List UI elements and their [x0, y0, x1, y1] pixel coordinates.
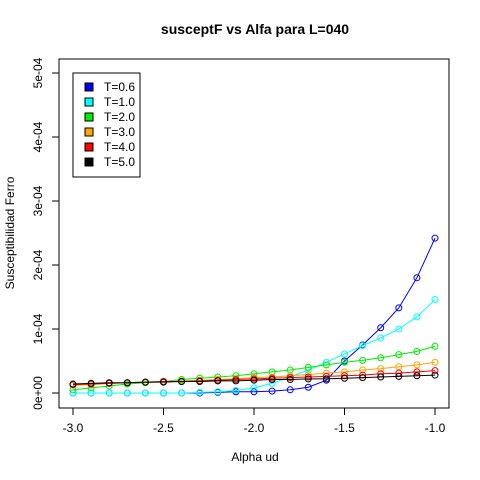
- legend-swatch: [84, 82, 94, 92]
- legend-swatch: [84, 97, 94, 107]
- y-tick-label: 3e-04: [31, 185, 45, 216]
- x-tick-label: -3.0: [63, 421, 84, 435]
- y-tick-label: 0e+00: [31, 376, 45, 410]
- data-point: [214, 388, 222, 396]
- data-point: [160, 378, 167, 386]
- data-point: [359, 374, 367, 382]
- data-point: [178, 377, 186, 385]
- data-point: [413, 347, 421, 355]
- data-point: [304, 373, 312, 381]
- data-point: [377, 373, 385, 381]
- legend-box: [72, 72, 141, 178]
- data-point: [105, 379, 113, 387]
- data-point: [431, 234, 439, 242]
- data-point: [286, 374, 294, 382]
- series-line: [73, 299, 436, 394]
- data-point: [359, 356, 367, 364]
- series-line: [72, 345, 436, 391]
- data-point: [87, 389, 95, 397]
- legend-swatch: [84, 112, 94, 122]
- data-point: [141, 378, 149, 386]
- series-layer: [69, 234, 439, 397]
- legend: T=0.6T=1.0T=2.0T=3.0T=4.0T=5.0: [72, 72, 141, 178]
- data-point: [268, 376, 276, 384]
- legend-swatch: [84, 142, 94, 152]
- legend-label: T=2.0: [104, 110, 135, 124]
- data-point: [431, 342, 439, 350]
- data-point: [214, 377, 222, 385]
- data-point: [341, 358, 348, 366]
- series-line: [73, 237, 436, 394]
- data-point: [105, 389, 113, 397]
- data-point: [160, 389, 167, 397]
- legend-label: T=0.6: [104, 80, 135, 94]
- data-point: [413, 313, 421, 321]
- y-axis-label: Susceptibilidad Ferro: [3, 176, 17, 289]
- data-point: [431, 296, 439, 304]
- data-point: [286, 376, 294, 384]
- legend-label: T=3.0: [104, 125, 135, 139]
- data-point: [413, 274, 421, 282]
- data-point: [123, 379, 131, 387]
- data-point: [123, 389, 131, 397]
- data-point: [359, 366, 367, 374]
- data-point: [141, 389, 149, 397]
- data-point: [413, 372, 421, 380]
- y-tick-label: 4e-04: [31, 121, 45, 152]
- data-point: [250, 384, 258, 392]
- data-point: [286, 372, 294, 380]
- data-point: [341, 374, 348, 382]
- data-point: [196, 377, 204, 385]
- data-point: [431, 371, 439, 379]
- data-point: [87, 379, 95, 387]
- data-point: [395, 351, 403, 359]
- data-point: [395, 372, 403, 380]
- data-point: [250, 376, 258, 384]
- data-point: [359, 342, 367, 350]
- data-point: [431, 367, 439, 375]
- data-point: [232, 386, 240, 394]
- data-point: [304, 375, 312, 383]
- legend-swatch: [84, 157, 94, 167]
- x-axis-label: Alpha ud: [231, 450, 278, 464]
- data-point: [250, 388, 258, 396]
- data-point: [395, 325, 403, 333]
- y-tick-label: 1e-04: [31, 313, 45, 344]
- data-point: [341, 350, 348, 358]
- data-point: [304, 383, 312, 391]
- data-point: [69, 380, 77, 388]
- data-point: [377, 324, 385, 332]
- data-point: [377, 365, 385, 373]
- legend-swatch: [84, 127, 94, 137]
- x-tick-label: -2.5: [153, 421, 174, 435]
- data-point: [304, 363, 312, 371]
- data-point: [395, 304, 403, 312]
- data-point: [322, 375, 330, 383]
- data-point: [413, 361, 421, 369]
- x-axis: -3.0 -2.5 -2.0 -1.5 -1.0: [63, 407, 446, 435]
- data-point: [377, 334, 385, 342]
- data-point: [178, 389, 186, 397]
- y-axis: 0e+00 1e-04 2e-04 3e-04 4e-04 5e-04: [31, 57, 60, 410]
- x-tick-label: -2.0: [244, 421, 265, 435]
- data-point: [431, 358, 439, 366]
- data-point: [413, 368, 421, 376]
- data-point: [268, 387, 276, 395]
- data-point: [69, 389, 77, 397]
- series-line: [72, 374, 436, 385]
- x-tick-label: -1.5: [334, 421, 355, 435]
- chart-title: susceptF vs Alfa para L=040: [161, 21, 349, 37]
- y-tick-label: 2e-04: [31, 249, 45, 280]
- data-point: [232, 377, 240, 385]
- data-point: [322, 361, 330, 369]
- legend-label: T=1.0: [104, 95, 135, 109]
- data-point: [286, 386, 294, 394]
- data-point: [377, 354, 385, 362]
- data-point: [196, 388, 204, 396]
- y-tick-label: 5e-04: [31, 57, 45, 88]
- legend-label: T=5.0: [104, 155, 135, 169]
- x-tick-label: -1.0: [425, 421, 446, 435]
- legend-label: T=4.0: [104, 140, 135, 154]
